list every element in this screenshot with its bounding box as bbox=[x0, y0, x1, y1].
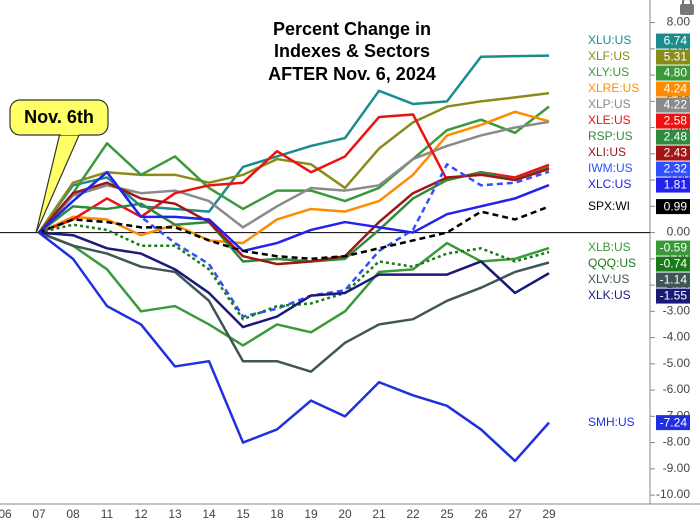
value-box bbox=[656, 81, 690, 97]
series-line bbox=[38, 105, 550, 234]
legend-label: XLB:US bbox=[588, 240, 631, 254]
x-tick-label: 06 bbox=[0, 507, 12, 521]
value-box bbox=[656, 415, 690, 431]
legend-label: XLY:US bbox=[588, 65, 629, 79]
value-label: 0.99 bbox=[664, 199, 688, 213]
value-box bbox=[656, 145, 690, 161]
series-line bbox=[38, 231, 550, 373]
annotation: Nov. 6th bbox=[24, 107, 94, 127]
y-tick-label: -8.00 bbox=[663, 435, 691, 449]
y-tick-label: -10.00 bbox=[656, 487, 690, 501]
axis-labels: 8.007.006.005.004.003.002.001.000.00-1.0… bbox=[0, 15, 690, 521]
x-tick-label: 07 bbox=[32, 507, 46, 521]
value-label: 2.58 bbox=[664, 114, 688, 128]
lock-body bbox=[680, 4, 694, 15]
value-box bbox=[656, 97, 690, 113]
legend-label: XLF:US bbox=[588, 49, 630, 63]
legend-label: QQQ:US bbox=[588, 256, 636, 270]
legend-label: SMH:US bbox=[588, 415, 635, 429]
legend-label: XLU:US bbox=[588, 33, 631, 47]
lock-shackle bbox=[682, 0, 692, 5]
series-line bbox=[38, 170, 550, 253]
x-tick-label: 11 bbox=[101, 507, 114, 521]
y-tick-label: -9.00 bbox=[663, 461, 691, 475]
value-label: 5.31 bbox=[664, 50, 688, 64]
value-label: -0.59 bbox=[660, 241, 688, 255]
x-tick-label: 26 bbox=[474, 507, 488, 521]
x-tick-label: 22 bbox=[406, 507, 420, 521]
chart-title: AFTER Nov. 6, 2024 bbox=[268, 64, 436, 84]
legend-label: XLP:US bbox=[588, 97, 631, 111]
value-label: 4.22 bbox=[664, 98, 688, 112]
legend-label: XLRE:US bbox=[588, 81, 639, 95]
y-tick-label: -5.00 bbox=[663, 356, 691, 370]
x-tick-label: 15 bbox=[236, 507, 250, 521]
series-line bbox=[38, 110, 550, 245]
value-box bbox=[656, 288, 690, 304]
callout-box bbox=[9, 99, 109, 136]
x-tick-label: 14 bbox=[202, 507, 216, 521]
chart-title: Indexes & Sectors bbox=[274, 41, 430, 61]
y-tick-label: -6.00 bbox=[663, 382, 691, 396]
series-line bbox=[38, 231, 550, 347]
series-line bbox=[38, 231, 550, 463]
value-label: 4.24 bbox=[664, 82, 688, 96]
value-label: -7.24 bbox=[660, 415, 688, 429]
value-box bbox=[656, 129, 690, 145]
x-tick-label: 25 bbox=[440, 507, 454, 521]
value-label: 2.48 bbox=[664, 130, 688, 144]
value-box bbox=[656, 272, 690, 288]
legend-label: IWM:US bbox=[588, 161, 633, 175]
x-tick-label: 12 bbox=[134, 507, 148, 521]
legend-label: XLV:US bbox=[588, 272, 629, 286]
chart-title: Percent Change in bbox=[273, 19, 431, 39]
legend-label: XLK:US bbox=[588, 288, 631, 302]
series-line bbox=[38, 163, 550, 318]
x-tick-label: 13 bbox=[168, 507, 182, 521]
y-tick-label: 0.00 bbox=[667, 225, 691, 239]
value-label: 6.74 bbox=[664, 34, 688, 48]
legend-label: SPX:WI bbox=[588, 199, 630, 213]
series-line bbox=[38, 231, 550, 329]
value-label: -0.74 bbox=[660, 257, 688, 271]
x-tick-label: 27 bbox=[508, 507, 522, 521]
value-box bbox=[656, 113, 690, 129]
value-box bbox=[656, 240, 690, 256]
value-box bbox=[656, 199, 690, 215]
x-tick-label: 08 bbox=[66, 507, 80, 521]
legend-label: XLE:US bbox=[588, 113, 631, 127]
lock-icon bbox=[680, 0, 694, 15]
value-label: 1.81 bbox=[664, 178, 688, 192]
value-box bbox=[656, 177, 690, 193]
value-label: -1.14 bbox=[660, 273, 688, 287]
x-tick-label: 20 bbox=[338, 507, 352, 521]
legend-label: XLC:US bbox=[588, 177, 631, 191]
value-box bbox=[656, 161, 690, 177]
value-label: -1.55 bbox=[660, 289, 688, 303]
y-tick-label: -4.00 bbox=[663, 330, 691, 344]
x-tick-label: 19 bbox=[304, 507, 318, 521]
value-box bbox=[656, 49, 690, 65]
x-tick-label: 29 bbox=[542, 507, 556, 521]
series-line bbox=[38, 205, 550, 261]
value-box bbox=[656, 256, 690, 272]
plot-area bbox=[0, 54, 650, 463]
value-label: 2.32 bbox=[664, 162, 688, 176]
y-tick-label: -3.00 bbox=[663, 303, 691, 317]
value-box bbox=[656, 65, 690, 81]
value-label: 2.43 bbox=[664, 146, 688, 160]
legend-label: XLI:US bbox=[588, 145, 626, 159]
callout: Nov. 6th bbox=[9, 99, 109, 234]
value-label: 4.80 bbox=[664, 66, 688, 80]
x-tick-label: 18 bbox=[270, 507, 284, 521]
legend-label: RSP:US bbox=[588, 129, 633, 143]
value-box bbox=[656, 33, 690, 49]
y-tick-label: 8.00 bbox=[667, 15, 691, 29]
x-tick-label: 21 bbox=[372, 507, 386, 521]
